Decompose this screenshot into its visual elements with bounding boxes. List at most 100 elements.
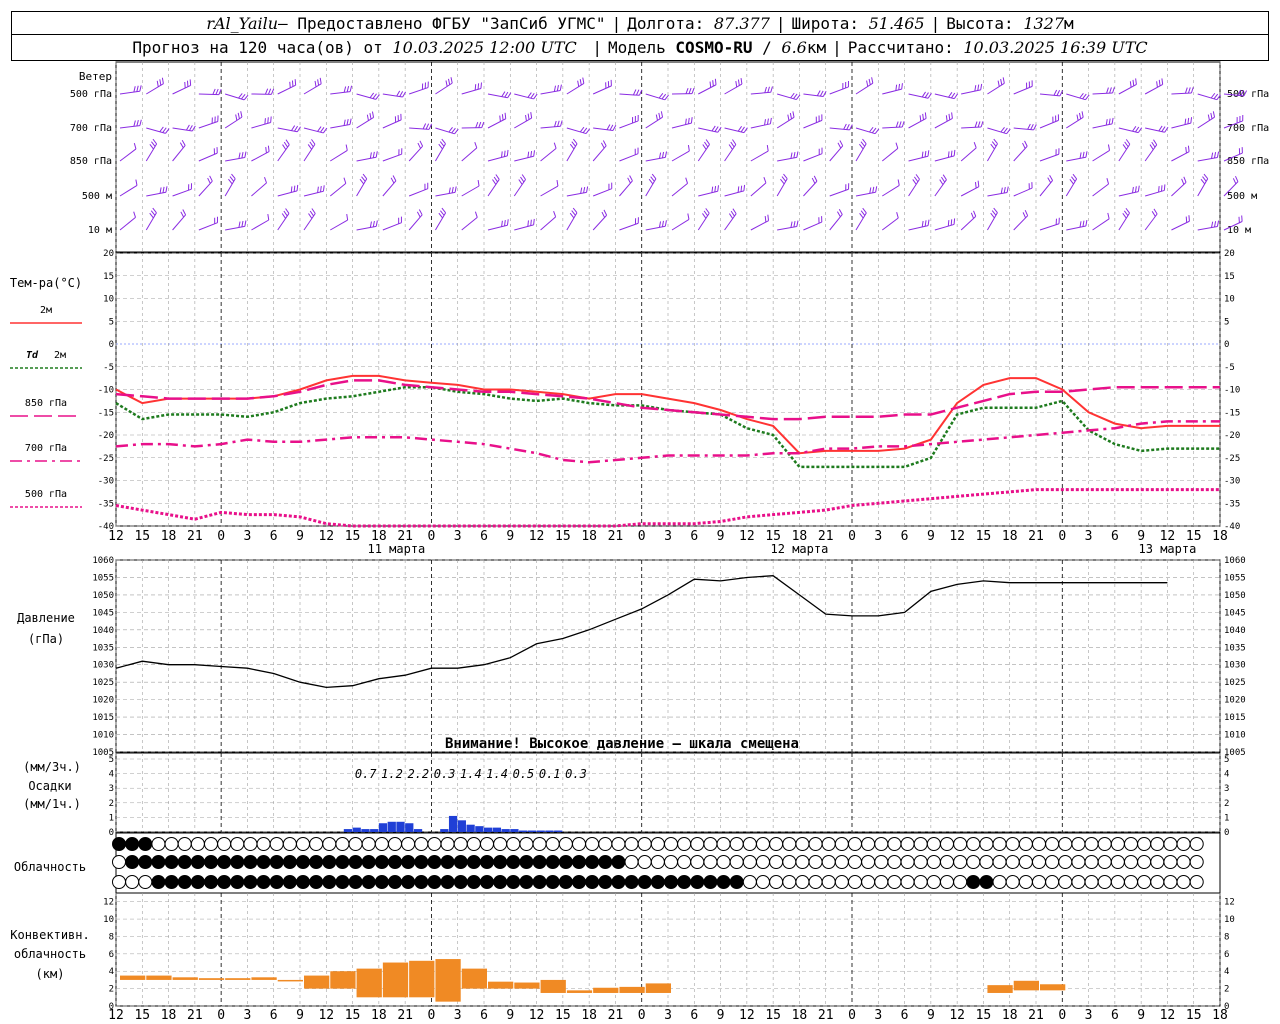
wind-barb-feather [977,121,981,128]
pressure-tick-label-right: 1040 [1224,626,1246,636]
wind-barb-icon [303,126,328,134]
wind-barb-icon [1223,114,1244,129]
wind-barb-icon [934,174,947,197]
cloud-cover-circle-icon [545,837,560,851]
cloud-cover-circle-icon [913,837,928,851]
wind-barb-icon [540,120,563,129]
wind-barb-shaft [1171,122,1191,129]
hour-tick-label-top: 21 [818,529,834,544]
cloud-cover-circle-icon [256,855,271,869]
wind-barb-feather [990,143,995,150]
wind-barb-shaft [1013,127,1034,131]
wind-barb-icon [592,182,613,197]
hour-tick-label-top: 15 [134,529,150,544]
cloud-cover-circle-icon [926,855,941,869]
convective-bar [619,986,645,993]
wind-barb-icon [961,83,983,95]
cloud-cover-circle-icon [861,837,876,851]
wind-barb-feather [948,113,951,120]
wind-barb-feather [927,219,930,226]
wind-barb-shaft [987,127,1007,135]
wind-barb-icon [908,112,927,129]
wind-barb-feather [572,207,578,214]
wind-barb-shaft [777,225,797,231]
wind-barb-icon [1092,212,1110,231]
cloud-cover-circle-icon [756,837,770,851]
wind-barb-feather [553,211,557,218]
wind-barb-feather [133,143,137,150]
wind-barb-feather [390,177,395,184]
wind-barb-feather [1187,145,1190,152]
temp-tick-label-left: -5 [103,363,114,373]
pressure-tick-label-left: 1035 [92,643,114,653]
wind-barb-icon [1065,173,1078,197]
wind-barb-feather [1022,142,1026,149]
wind-barb-icon [198,216,218,231]
cloud-cover-circle-icon [1058,837,1073,851]
wind-barb-icon [829,80,849,95]
wind-barb-feather [425,123,430,130]
hour-tick-label-top: 18 [161,529,177,544]
wind-barb-shaft [566,127,587,135]
cloud-cover-circle-icon [1071,837,1086,851]
wind-barb-feather [927,150,930,157]
wind-barb-shaft [1013,187,1033,197]
cloud-cover-circle-icon [243,855,258,869]
wind-barb-feather [556,180,559,187]
wind-barb-feather [688,87,692,94]
wind-barb-shaft [855,212,867,231]
wind-barb-feather [819,90,824,97]
pressure-tick-label-right: 1035 [1224,643,1246,653]
cloud-cover-circle-icon [1071,855,1086,869]
wind-barb-feather [290,186,293,193]
wind-barb-feather [974,182,977,189]
wind-barb-shaft [592,145,607,162]
cloud-cover-circle-icon [966,875,981,889]
wind-barb-shaft [1145,189,1165,197]
cloud-cover-circle-icon [611,875,626,889]
cloud-cover-circle-icon [1084,837,1099,851]
wind-barb-feather [1125,139,1131,145]
wind-barb-icon [829,123,853,131]
cloud-cover-circle-icon [1097,855,1112,869]
wind-barb-shaft [356,225,377,231]
wind-barb-feather [1047,177,1052,184]
convective-tick-label-right: 10 [1224,915,1235,925]
hour-tick-label-top: 15 [555,529,571,544]
wind-barb-shaft [908,225,929,231]
wind-barb-feather [451,186,454,194]
wind-barb-feather [1158,79,1161,86]
wind-barb-shaft [698,190,718,197]
cloud-cover-circle-icon [296,855,310,869]
wind-barb-icon [1197,173,1209,197]
wind-barb-feather [945,115,948,122]
cloud-cover-circle-icon [453,855,468,869]
wind-barb-feather [790,152,793,159]
wind-barb-shaft [1092,149,1110,162]
wind-barb-feather [1135,78,1137,85]
wind-barb-shaft [855,127,876,135]
wind-barb-feather [651,173,657,180]
wind-barb-feather [180,211,185,218]
time-axis: 1212151518182121003366991212151518182121… [108,529,1228,1023]
wind-barb-feather [1184,87,1188,94]
precip-label-1h: (мм/1ч.) [23,797,81,811]
wind-barb-icon [671,117,693,129]
wind-barb-feather [1022,212,1027,219]
cloud-cover-circle-icon [1150,837,1165,851]
pressure-line [115,575,1168,689]
wind-barb-icon [435,77,453,95]
wind-barb-shaft [908,93,929,99]
hour-tick-label-top: 15 [765,529,781,544]
hour-tick-label-bottom: 3 [664,1008,672,1023]
cloud-cover-circle-icon [204,875,218,889]
wind-barb-feather [793,93,798,100]
wind-barb-feather [501,114,504,121]
pressure-unit: (гПа) [28,632,64,646]
cloud-cover-circle-icon [388,837,402,851]
wind-barb-feather [838,208,843,215]
cloud-cover-circle-icon [545,875,560,889]
wind-barb-shaft [514,155,534,162]
wind-barb-feather [866,80,869,87]
temp-tick-label-left: -40 [98,522,114,532]
